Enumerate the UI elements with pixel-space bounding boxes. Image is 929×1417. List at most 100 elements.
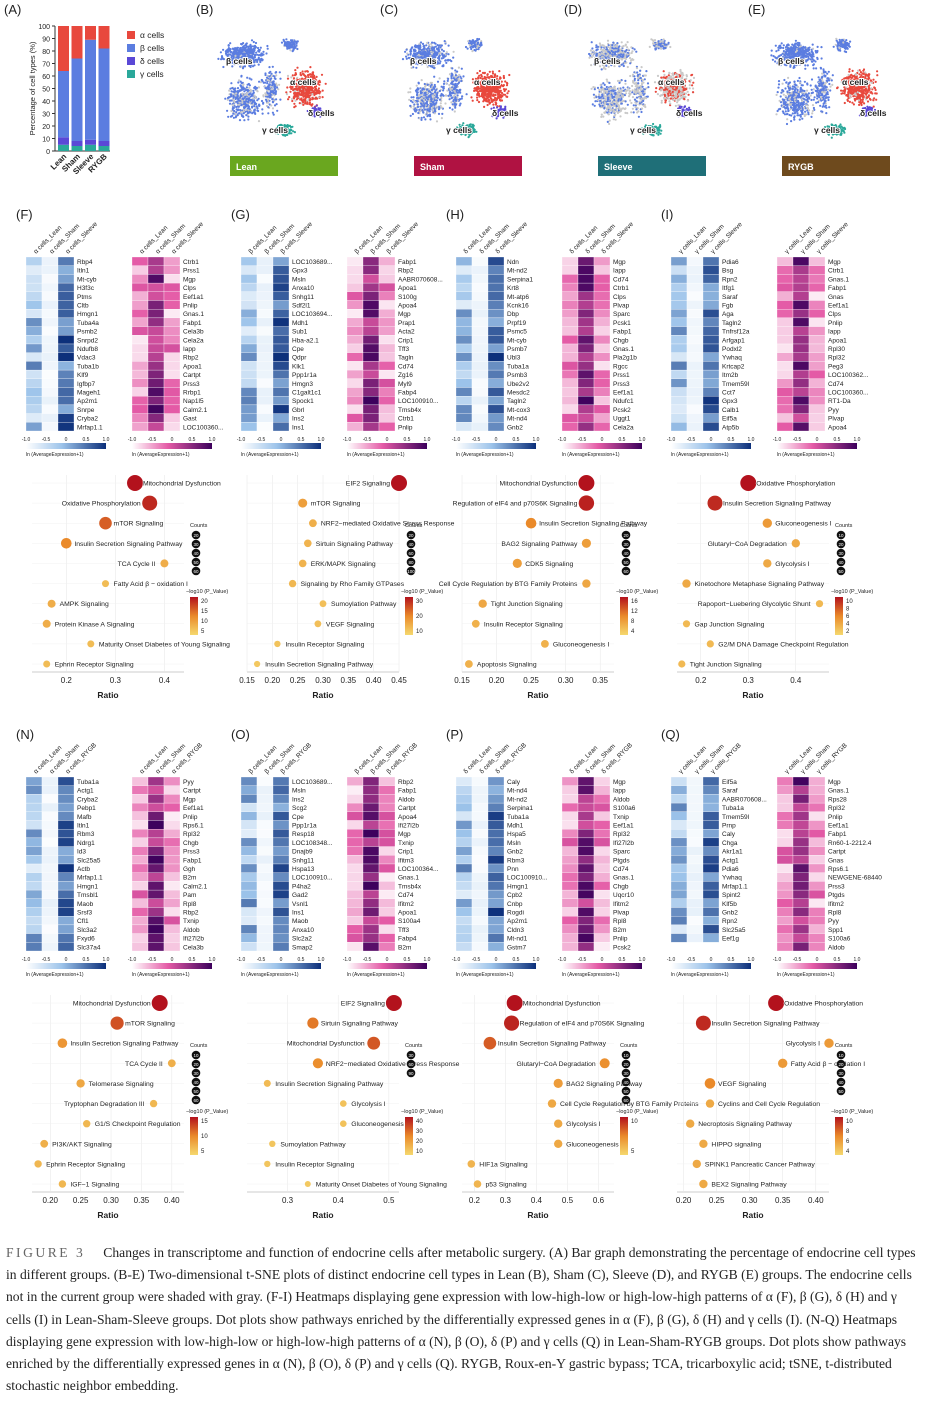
tsne-point [664, 101, 667, 104]
tsne-point [294, 69, 297, 72]
tsne-point [269, 78, 272, 81]
tsne-point [486, 96, 489, 100]
tsne-point [253, 105, 256, 108]
tsne-point [442, 64, 445, 67]
tsne-point [690, 74, 693, 77]
tsne-point [429, 102, 432, 105]
tsne-point [684, 87, 687, 90]
tsne-point [289, 49, 292, 52]
tsne-point [620, 41, 623, 44]
cluster-label: γ cells [446, 125, 472, 135]
tsne-point [405, 55, 408, 58]
tsne-point [306, 102, 309, 105]
tsne-point [256, 60, 259, 64]
panel-label: (A) [4, 2, 21, 17]
tsne-point [477, 100, 481, 104]
tsne-point [657, 43, 660, 46]
tsne-point [613, 85, 617, 88]
tsne-point [256, 107, 259, 110]
bar-segment [85, 39, 96, 140]
tsne-point [443, 40, 446, 43]
tsne-point [492, 103, 495, 106]
tsne-point [629, 62, 632, 65]
tsne-point [235, 115, 238, 118]
y-tick-label: 60 [42, 74, 50, 81]
tsne-point [682, 74, 685, 77]
tsne-point [292, 78, 295, 81]
tsne-point [292, 77, 296, 80]
tsne-point [652, 42, 655, 45]
bar-segment [71, 141, 83, 146]
y-axis-label: Percentage of cell types (%) [28, 41, 37, 135]
tsne-point [462, 122, 465, 125]
tsne-point [452, 100, 455, 103]
tsne-point [437, 44, 440, 47]
tsne-point [613, 99, 616, 102]
tsne-point [612, 41, 615, 44]
tsne-point [267, 112, 270, 115]
tsne-point [615, 107, 618, 110]
tsne-point [426, 49, 429, 52]
tsne-point [415, 99, 418, 102]
tsne-point [240, 113, 243, 116]
tsne-point [486, 88, 489, 91]
tsne-point [447, 58, 450, 61]
tsne-point [419, 107, 422, 110]
tsne-point [230, 58, 234, 62]
tsne-point [622, 86, 625, 89]
tsne-point [237, 81, 240, 84]
tsne-point [417, 94, 421, 97]
tsne-point [426, 111, 429, 114]
tsne-point [593, 96, 596, 99]
tsne-point [603, 95, 606, 98]
tsne-point [473, 89, 476, 92]
tsne-point [224, 52, 228, 55]
tsne-point [232, 99, 236, 102]
tsne-point [691, 84, 694, 87]
tsne-point [272, 91, 275, 94]
tsne-point [417, 111, 420, 115]
tsne-point [259, 59, 262, 62]
tsne-point [612, 51, 615, 54]
tsne-point [231, 52, 234, 55]
tsne-point [692, 76, 696, 79]
tsne-point [488, 70, 491, 73]
tsne-point [426, 115, 429, 118]
tsne-point [498, 70, 501, 73]
tsne-point [486, 103, 489, 107]
tsne-point [444, 102, 447, 105]
tsne-point [448, 59, 452, 62]
tsne-point [419, 92, 422, 95]
tsne-point [477, 41, 480, 44]
tsne-point [252, 91, 255, 94]
tsne-point [412, 105, 415, 108]
tsne-point [417, 82, 420, 85]
tsne-point [422, 95, 425, 98]
tsne-point [613, 110, 616, 113]
tsne-point [242, 88, 245, 91]
tsne-point [655, 44, 658, 48]
tsne-point [479, 87, 482, 90]
tsne-point [590, 87, 593, 90]
tsne-point [671, 93, 674, 96]
tsne-point [252, 40, 255, 44]
tsne-point [626, 53, 629, 56]
tsne-point [266, 44, 269, 48]
tsne-point [454, 96, 457, 99]
tsne-point [613, 95, 616, 98]
tsne-point [440, 92, 443, 96]
tsne-point [301, 72, 305, 75]
tsne-point [251, 60, 254, 64]
tsne-point [242, 106, 246, 109]
tsne-point [445, 94, 448, 97]
tsne-point [254, 41, 258, 45]
tsne-point [241, 92, 244, 95]
tsne-point [308, 98, 312, 102]
tsne-point [253, 109, 256, 112]
tsne-point [506, 92, 509, 95]
tsne-point [591, 103, 594, 106]
tsne-point [448, 98, 451, 101]
tsne-point [471, 123, 474, 126]
tsne-point [298, 89, 301, 92]
tsne-point [251, 112, 254, 115]
